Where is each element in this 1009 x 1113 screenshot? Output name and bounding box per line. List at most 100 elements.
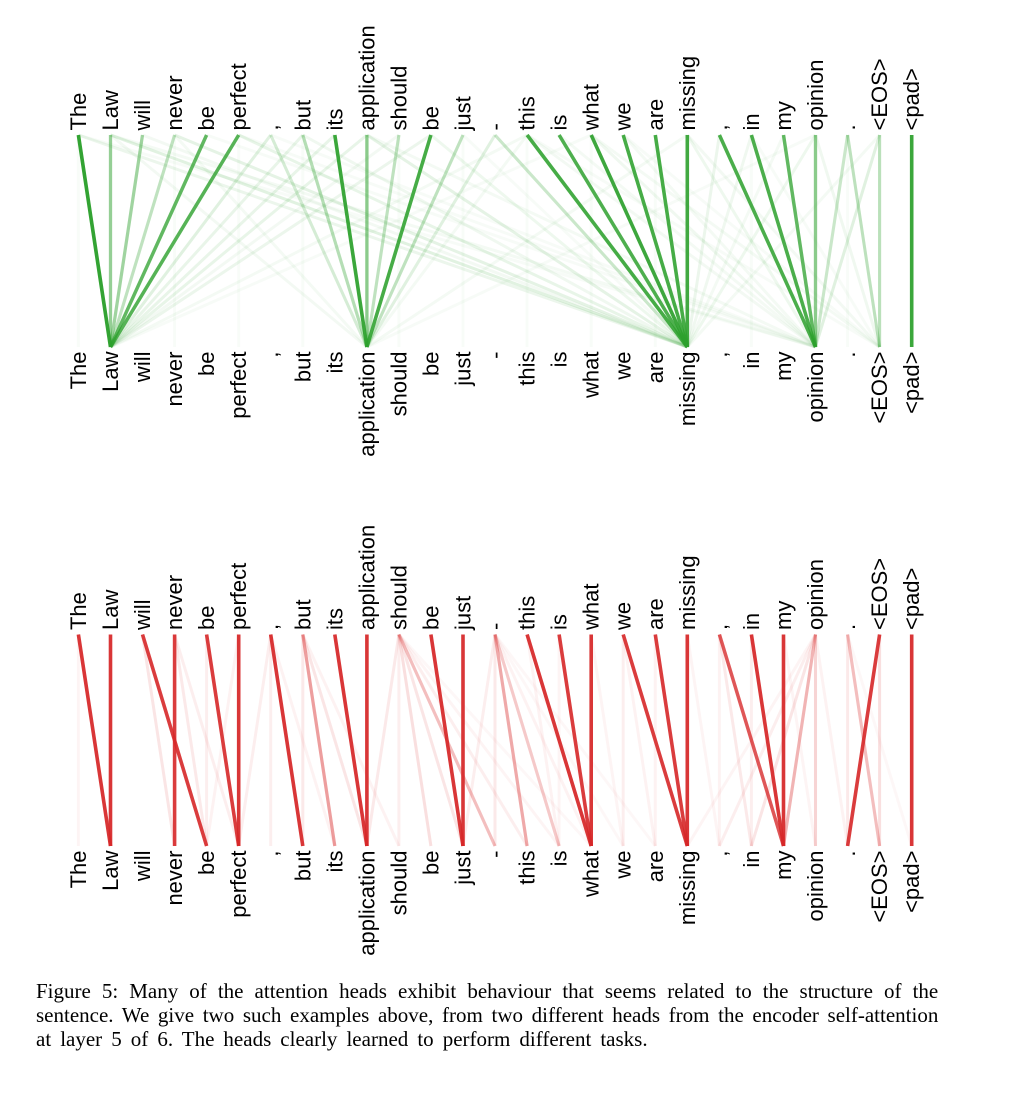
svg-text:,: , (258, 851, 283, 857)
svg-text:is: is (547, 115, 572, 131)
svg-text:missing: missing (675, 56, 700, 131)
svg-text:.: . (835, 624, 860, 630)
svg-text:its: its (322, 851, 347, 873)
svg-text:will: will (130, 599, 155, 631)
svg-text:we: we (611, 602, 636, 631)
svg-text:Law: Law (98, 351, 123, 391)
svg-text:never: never (162, 352, 187, 407)
svg-text:Law: Law (98, 90, 123, 130)
svg-text:in: in (739, 851, 764, 868)
svg-text:should: should (386, 66, 411, 131)
svg-text:its: its (322, 109, 347, 131)
svg-text:this: this (515, 96, 540, 130)
svg-text:be: be (418, 606, 443, 630)
svg-text:should: should (386, 565, 411, 630)
svg-text:<EOS>: <EOS> (867, 352, 892, 424)
svg-text:we: we (611, 102, 636, 131)
svg-text:<EOS>: <EOS> (867, 851, 892, 923)
svg-text:,: , (707, 124, 732, 130)
svg-text:its: its (322, 352, 347, 374)
svg-text:just: just (451, 851, 476, 886)
svg-text:its: its (322, 608, 347, 630)
svg-text:perfect: perfect (226, 851, 251, 918)
svg-text:what: what (579, 84, 604, 131)
svg-text:The: The (66, 592, 91, 630)
svg-text:-: - (483, 623, 508, 630)
svg-text:what: what (579, 584, 604, 631)
svg-text:my: my (771, 101, 796, 130)
svg-text:this: this (515, 596, 540, 630)
svg-text:,: , (258, 124, 283, 130)
svg-text:just: just (451, 352, 476, 387)
svg-text:just: just (451, 96, 476, 131)
svg-text:never: never (162, 575, 187, 630)
svg-text:The: The (66, 93, 91, 131)
svg-text:<EOS>: <EOS> (867, 558, 892, 630)
svg-text:but: but (290, 352, 315, 383)
svg-text:be: be (418, 352, 443, 376)
svg-text:is: is (547, 851, 572, 867)
svg-text:<EOS>: <EOS> (867, 58, 892, 130)
svg-text:be: be (194, 851, 219, 875)
svg-text:-: - (483, 352, 508, 359)
svg-text:but: but (290, 851, 315, 882)
svg-text:perfect: perfect (226, 352, 251, 419)
svg-text:opinion: opinion (803, 60, 828, 131)
svg-text:,: , (707, 624, 732, 630)
svg-text:The: The (66, 851, 91, 889)
svg-text:missing: missing (675, 851, 700, 926)
svg-text:,: , (258, 352, 283, 358)
svg-text:<pad>: <pad> (899, 352, 924, 414)
svg-text:.: . (835, 352, 860, 358)
svg-text:is: is (547, 352, 572, 368)
svg-text:perfect: perfect (226, 563, 251, 630)
svg-text:Law: Law (98, 850, 123, 890)
svg-text:be: be (418, 106, 443, 130)
svg-text:-: - (483, 123, 508, 130)
svg-text:this: this (515, 851, 540, 885)
svg-text:,: , (707, 352, 732, 358)
svg-text:just: just (451, 596, 476, 631)
svg-text:this: this (515, 352, 540, 386)
svg-text:in: in (739, 613, 764, 630)
svg-text:application: application (354, 525, 379, 630)
svg-text:is: is (547, 614, 572, 630)
svg-text:never: never (162, 851, 187, 906)
svg-text:are: are (643, 352, 668, 384)
svg-text:-: - (483, 851, 508, 858)
svg-text:Law: Law (98, 590, 123, 630)
svg-text:in: in (739, 113, 764, 130)
svg-text:be: be (194, 352, 219, 376)
svg-text:will: will (130, 100, 155, 132)
svg-text:will: will (130, 352, 155, 384)
svg-text:missing: missing (675, 555, 700, 630)
svg-text:will: will (130, 851, 155, 883)
svg-text:should: should (386, 851, 411, 916)
svg-text:opinion: opinion (803, 559, 828, 630)
svg-text:but: but (290, 100, 315, 131)
svg-text:opinion: opinion (803, 352, 828, 423)
svg-text:be: be (194, 606, 219, 630)
svg-text:missing: missing (675, 352, 700, 427)
svg-text:.: . (835, 124, 860, 130)
svg-text:but: but (290, 599, 315, 630)
svg-text:in: in (739, 352, 764, 369)
svg-text:my: my (771, 352, 796, 381)
svg-text:,: , (707, 851, 732, 857)
svg-text:be: be (194, 106, 219, 130)
svg-text:my: my (771, 601, 796, 630)
svg-text:.: . (835, 851, 860, 857)
svg-text:application: application (354, 352, 379, 457)
svg-text:what: what (579, 352, 604, 399)
svg-text:application: application (354, 25, 379, 130)
svg-text:application: application (354, 851, 379, 956)
svg-text:should: should (386, 352, 411, 417)
svg-text:<pad>: <pad> (899, 68, 924, 130)
svg-text:we: we (611, 851, 636, 880)
svg-text:never: never (162, 75, 187, 130)
svg-text:<pad>: <pad> (899, 851, 924, 913)
svg-text:what: what (579, 851, 604, 898)
svg-text:are: are (643, 598, 668, 630)
svg-text:opinion: opinion (803, 851, 828, 922)
svg-text:my: my (771, 851, 796, 880)
